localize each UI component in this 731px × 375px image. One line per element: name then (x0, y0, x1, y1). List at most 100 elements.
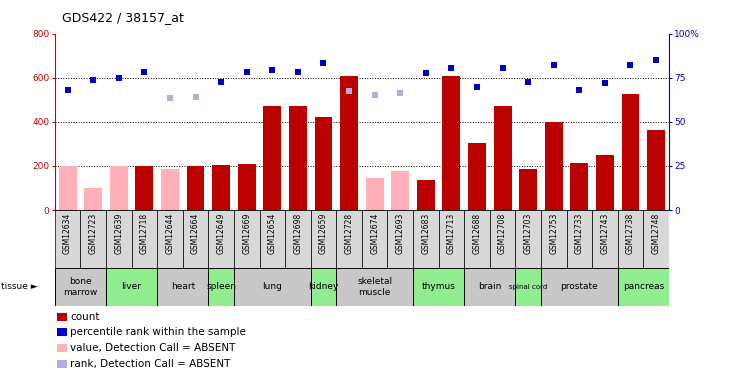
Bar (212, 165, 230, 210)
Text: thymus: thymus (422, 282, 455, 291)
Text: GSM12674: GSM12674 (370, 213, 379, 254)
Text: GSM12743: GSM12743 (600, 213, 610, 254)
Bar (490, 210, 515, 268)
Text: kidney: kidney (308, 282, 338, 291)
Text: GSM12649: GSM12649 (216, 213, 226, 254)
Bar (106, 268, 157, 306)
Bar (643, 210, 669, 268)
Bar (84, 188, 102, 210)
Bar (132, 210, 157, 268)
Bar (161, 169, 179, 210)
Bar (289, 106, 307, 210)
Bar (57, 328, 67, 336)
Text: GSM12644: GSM12644 (165, 213, 175, 254)
Text: GSM12733: GSM12733 (575, 213, 584, 254)
Bar (468, 143, 486, 210)
Text: tissue ►: tissue ► (1, 282, 38, 291)
Bar (541, 210, 567, 268)
Bar (208, 268, 234, 306)
Text: GSM12753: GSM12753 (549, 213, 558, 254)
Text: percentile rank within the sample: percentile rank within the sample (70, 327, 246, 337)
Bar (57, 360, 67, 368)
Text: GSM12634: GSM12634 (63, 213, 72, 254)
Text: value, Detection Call = ABSENT: value, Detection Call = ABSENT (70, 343, 235, 353)
Text: GSM12698: GSM12698 (293, 213, 303, 254)
Bar (55, 210, 80, 268)
Bar (417, 180, 435, 210)
Bar (413, 210, 439, 268)
Bar (570, 163, 588, 210)
Text: spleen: spleen (206, 282, 236, 291)
Text: spinal cord: spinal cord (509, 284, 548, 290)
Text: GSM12748: GSM12748 (651, 213, 661, 254)
Text: GSM12664: GSM12664 (191, 213, 200, 254)
Text: pancreas: pancreas (623, 282, 664, 291)
Bar (596, 155, 614, 210)
Text: GSM12683: GSM12683 (421, 213, 431, 254)
Text: skeletal
muscle: skeletal muscle (357, 277, 393, 297)
Bar (592, 210, 618, 268)
Text: GSM12669: GSM12669 (242, 213, 251, 254)
Bar (439, 210, 464, 268)
Bar (336, 268, 413, 306)
Bar (515, 268, 541, 306)
Bar (157, 268, 208, 306)
Text: GSM12654: GSM12654 (268, 213, 277, 254)
Bar (413, 268, 464, 306)
Text: GSM12728: GSM12728 (344, 213, 354, 254)
Bar (387, 210, 413, 268)
Text: count: count (70, 312, 99, 322)
Text: lung: lung (262, 282, 282, 291)
Bar (391, 171, 409, 210)
Bar (618, 210, 643, 268)
Text: prostate: prostate (561, 282, 598, 291)
Bar (621, 94, 640, 210)
Text: GSM12639: GSM12639 (114, 213, 124, 254)
Bar (260, 210, 285, 268)
Bar (647, 130, 665, 210)
Bar (311, 210, 336, 268)
Text: GSM12659: GSM12659 (319, 213, 328, 254)
Bar (362, 210, 387, 268)
Bar (567, 210, 592, 268)
Bar (110, 166, 128, 210)
Bar (263, 106, 281, 210)
Bar (519, 169, 537, 210)
Text: heart: heart (170, 282, 195, 291)
Bar (183, 210, 208, 268)
Bar (340, 76, 358, 210)
Bar (80, 210, 106, 268)
Text: GSM12738: GSM12738 (626, 213, 635, 254)
Bar (311, 268, 336, 306)
Text: brain: brain (478, 282, 501, 291)
Bar (208, 210, 234, 268)
Text: GSM12723: GSM12723 (88, 213, 98, 254)
Text: GSM12688: GSM12688 (472, 213, 482, 254)
Text: GSM12718: GSM12718 (140, 213, 149, 254)
Bar (55, 268, 106, 306)
Text: GSM12713: GSM12713 (447, 213, 456, 254)
Bar (541, 268, 618, 306)
Text: GDS422 / 38157_at: GDS422 / 38157_at (62, 11, 184, 24)
Bar (186, 166, 205, 210)
Bar (58, 166, 77, 210)
Bar (57, 344, 67, 352)
Bar (285, 210, 311, 268)
Bar (336, 210, 362, 268)
Bar (106, 210, 132, 268)
Bar (57, 313, 67, 321)
Bar (545, 122, 563, 210)
Bar (314, 117, 333, 210)
Text: liver: liver (121, 282, 142, 291)
Bar (442, 76, 461, 210)
Bar (493, 106, 512, 210)
Bar (234, 268, 311, 306)
Bar (234, 210, 260, 268)
Bar (366, 178, 384, 210)
Bar (157, 210, 183, 268)
Text: GSM12693: GSM12693 (395, 213, 405, 254)
Bar (618, 268, 669, 306)
Text: rank, Detection Call = ABSENT: rank, Detection Call = ABSENT (70, 359, 230, 369)
Text: bone
marrow: bone marrow (64, 277, 97, 297)
Bar (238, 164, 256, 210)
